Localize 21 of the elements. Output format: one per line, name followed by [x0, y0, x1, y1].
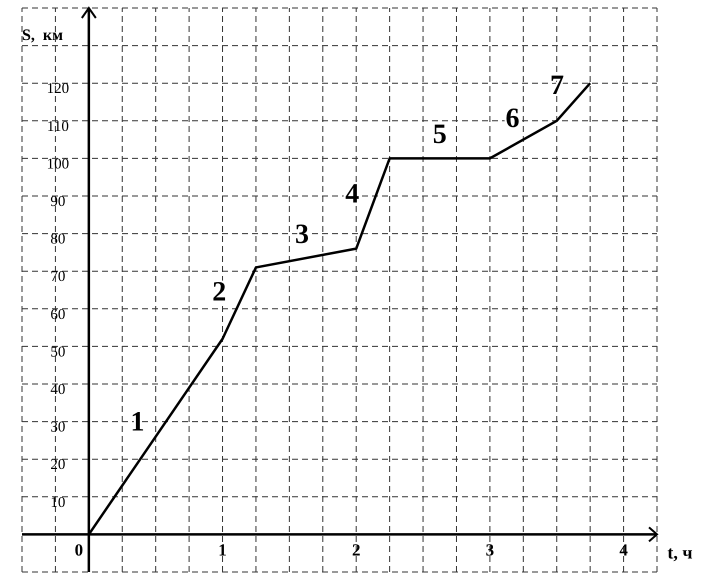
- y-tick-label: 120: [46, 81, 70, 98]
- y-tick-label: 100: [46, 156, 70, 172]
- y-tick-label: 40: [50, 382, 66, 398]
- x-tick-label: 4: [619, 540, 628, 560]
- y-tick-label: 60: [50, 306, 66, 323]
- x-tick-label: 0: [74, 540, 84, 560]
- y-tick-label: 90: [50, 194, 66, 210]
- y-tick-label: 80: [50, 232, 66, 248]
- y-tick-label: 10: [50, 494, 66, 511]
- x-tick-label: 3: [486, 540, 494, 560]
- y-tick-label: 50: [50, 344, 66, 360]
- y-tick-label: 30: [50, 420, 66, 436]
- x-axis-title: t, ч: [667, 542, 693, 562]
- y-tick-label: 70: [50, 269, 66, 286]
- y-tick-label: 20: [50, 457, 66, 474]
- y-tick-label: 110: [46, 118, 69, 135]
- x-tick-label: 2: [352, 540, 360, 560]
- annotation: 5: [432, 118, 447, 150]
- annotation: 2: [212, 276, 226, 308]
- x-tick-label: 1: [218, 540, 227, 560]
- y-axis-title: S, км: [22, 27, 64, 44]
